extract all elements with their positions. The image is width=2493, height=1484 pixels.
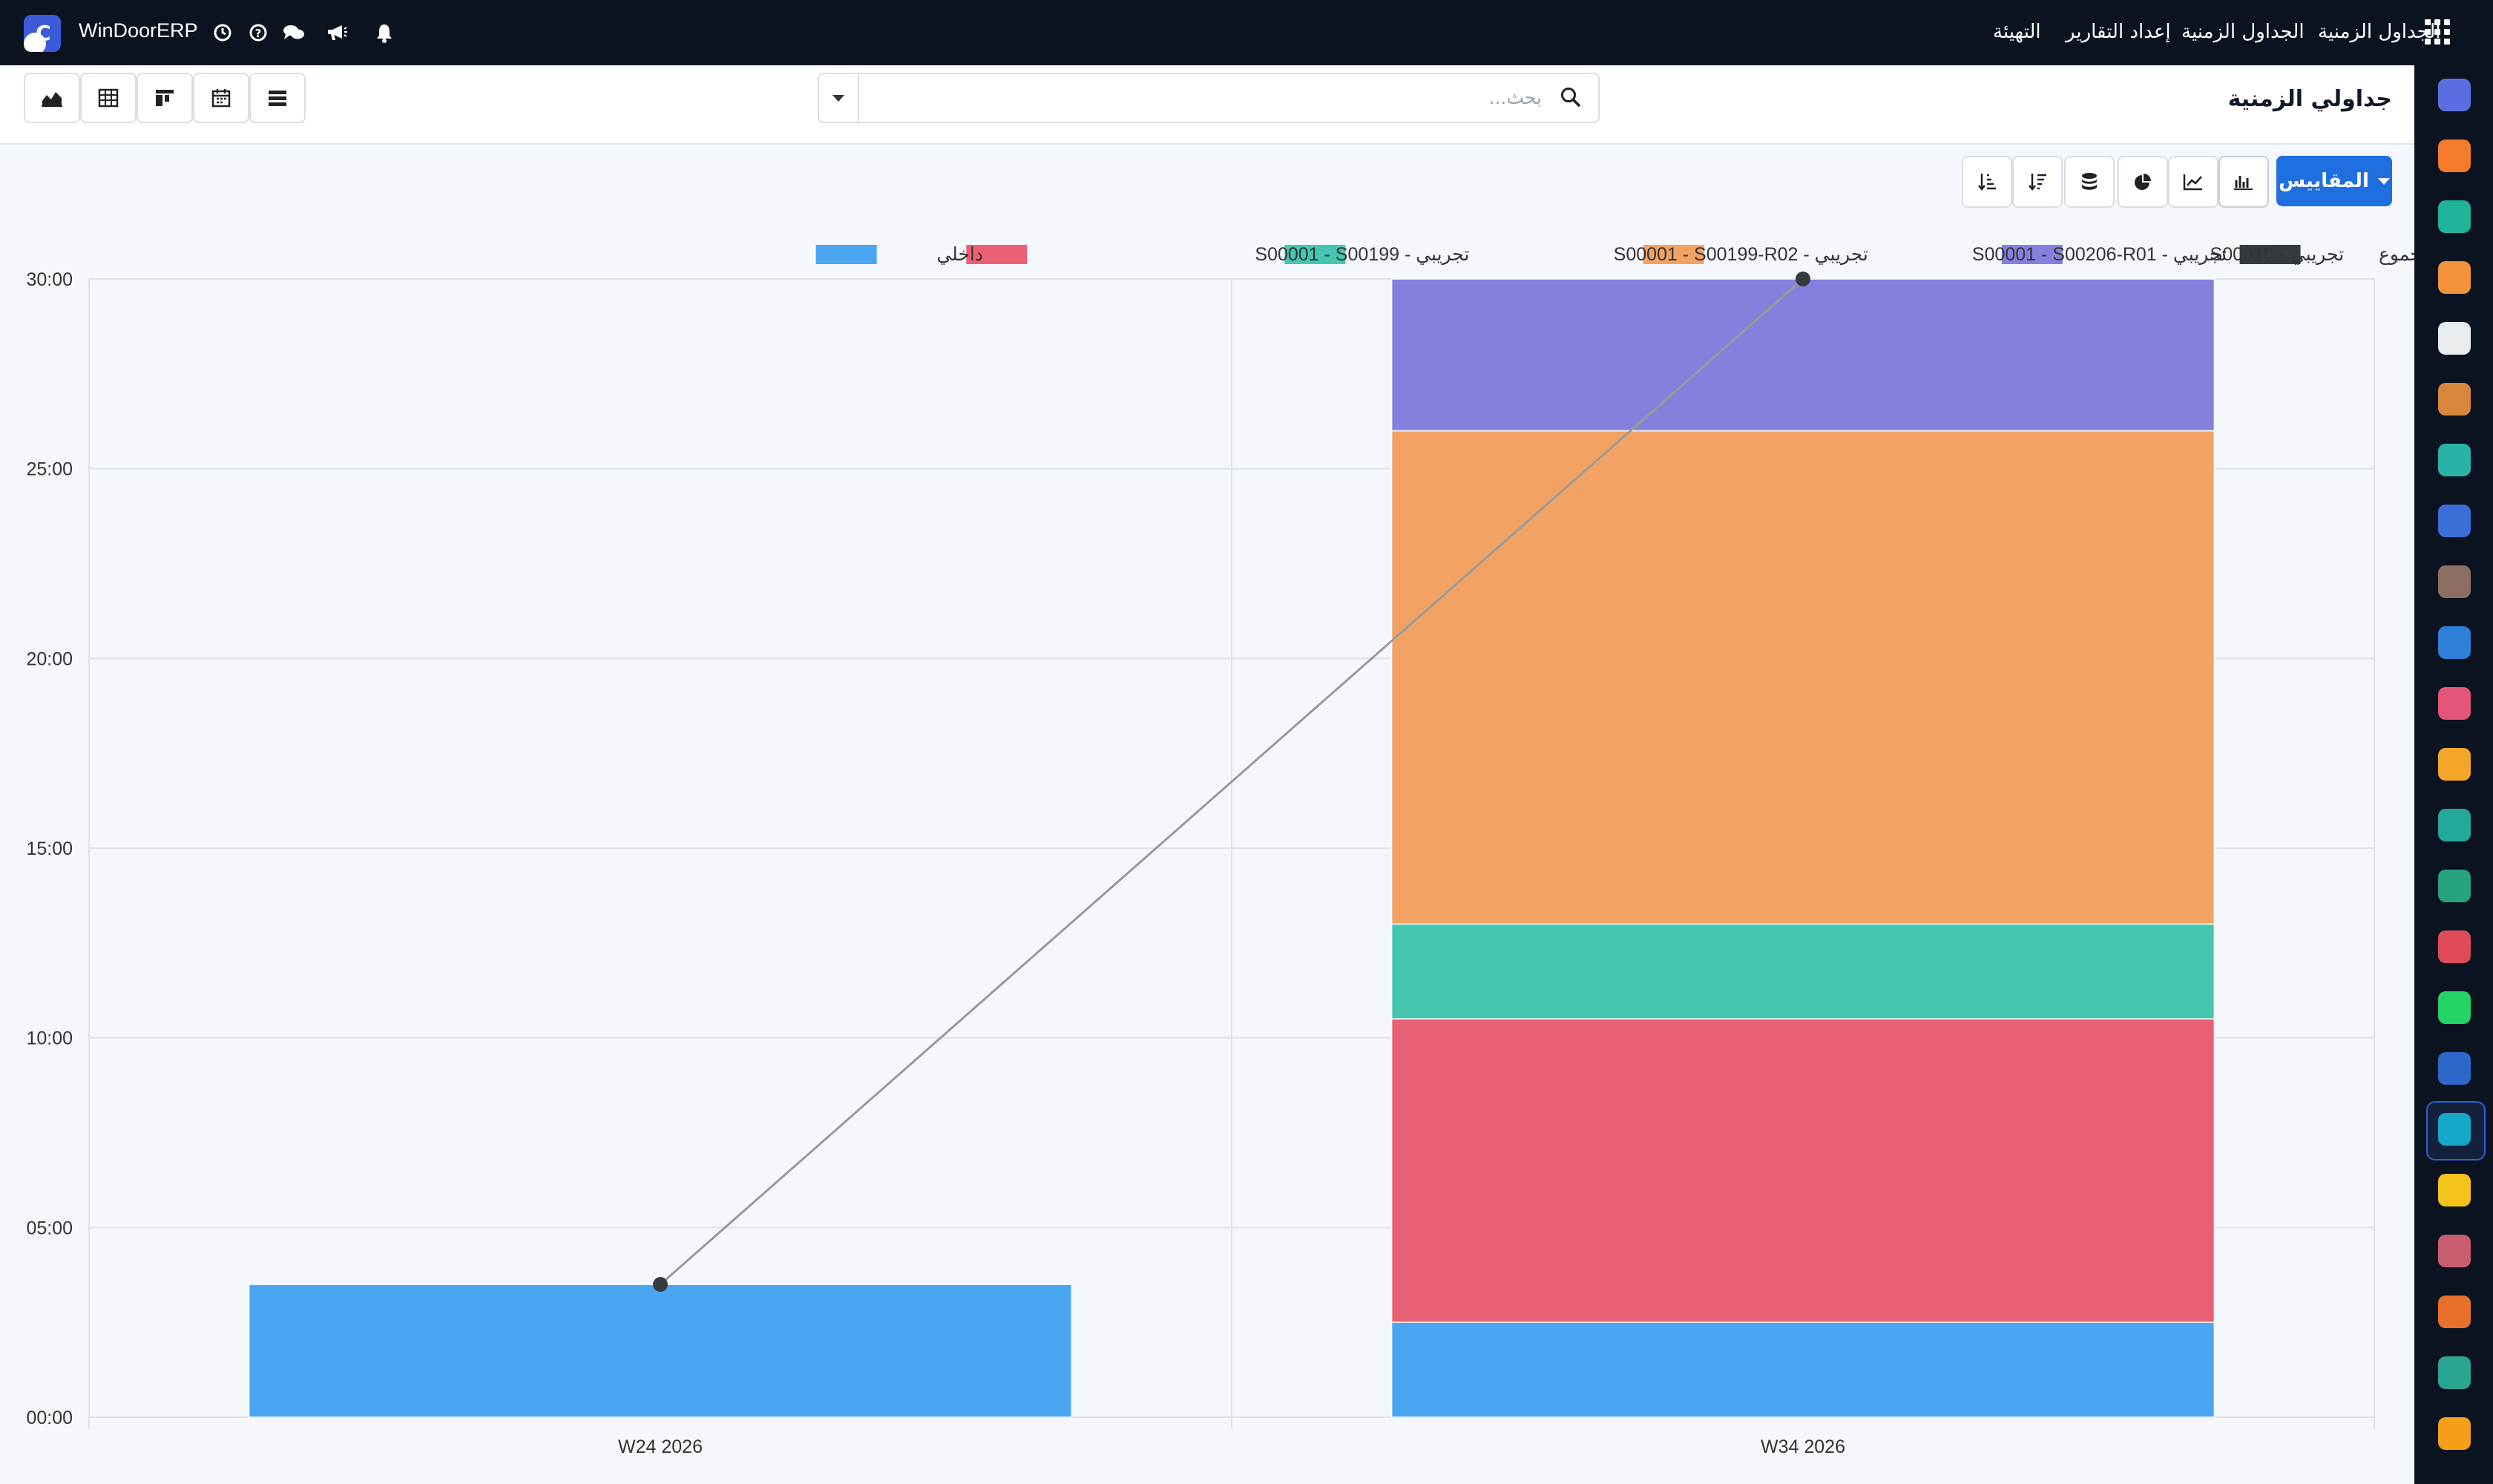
y-tick-label: 25:00	[26, 459, 73, 480]
inventory-app-icon[interactable]	[2438, 322, 2471, 355]
sort-descending-button[interactable]	[2012, 156, 2063, 208]
help-icon[interactable]: ?	[245, 18, 272, 47]
legend-label: المجموع	[2379, 244, 2414, 266]
todo-app-icon[interactable]	[2438, 444, 2471, 476]
bar-segment	[1390, 923, 2216, 1020]
chart-axis-ticks: 00:00 05:00 10:00 15:00 20:00 25:00 30:00 W24 2…	[26, 269, 1845, 1457]
mail-app-icon[interactable]	[2438, 79, 2471, 111]
search-icon[interactable]	[1560, 86, 1582, 108]
legend-label: تجريبي - S00001 - S00199	[1255, 244, 1469, 266]
bar-segment	[1390, 1018, 2216, 1323]
app-name-timesheets[interactable]: الجداول الزمنية	[2318, 21, 2441, 43]
sales-app-icon[interactable]	[2438, 261, 2471, 294]
bar-segment	[248, 1284, 1073, 1418]
search-input[interactable]: بحث...	[1488, 87, 1542, 108]
whatsapp-app-icon[interactable]	[2438, 991, 2471, 1024]
sign-app-icon[interactable]	[2438, 809, 2471, 841]
bell-icon[interactable]	[371, 18, 398, 47]
list-view-button[interactable]	[249, 73, 306, 123]
bar-chart-button[interactable]	[2218, 156, 2269, 208]
legend-swatch	[2239, 245, 2301, 264]
bar-segment	[1390, 1322, 2216, 1418]
chart-bars	[248, 278, 2216, 1418]
search-bar[interactable]: بحث...	[818, 73, 1600, 123]
legend-swatch	[966, 245, 1028, 264]
x-tick-label: W24 2026	[618, 1437, 703, 1457]
apps-grid-icon[interactable]	[2425, 19, 2450, 45]
measures-label: المقاييس	[2279, 170, 2369, 192]
menu-item-timesheets[interactable]: الجداول الزمنية	[2181, 21, 2305, 43]
calendar-app-icon[interactable]	[2438, 748, 2471, 781]
discuss-app-icon[interactable]	[2438, 139, 2471, 172]
app-switcher-rail	[2414, 65, 2493, 1484]
company-logo[interactable]: C	[24, 15, 61, 52]
total-line	[660, 278, 1804, 1286]
menu-item-reporting[interactable]: إعداد التقارير	[2066, 21, 2171, 43]
sort-ascending-button[interactable]	[1962, 156, 2012, 208]
legend-swatch	[1643, 245, 1704, 264]
legend-label: تجريبي - S00001 - S00199-R02	[1614, 244, 1868, 266]
y-tick-label: 10:00	[26, 1028, 73, 1049]
invoicing-app-icon[interactable]	[2438, 626, 2471, 659]
legend-swatch	[2001, 245, 2063, 264]
top-navbar: C WinDoorERP ? التهيئة إعداد التقارير ال…	[0, 0, 2493, 65]
telegram-app-icon[interactable]	[2438, 1174, 2471, 1206]
menu-item-configuration[interactable]: التهيئة	[1993, 21, 2041, 43]
purchase-app-icon[interactable]	[2438, 565, 2471, 598]
stacked-toggle-button[interactable]	[2064, 156, 2115, 208]
clock-icon[interactable]	[209, 18, 236, 47]
chat-icon[interactable]	[280, 18, 307, 47]
x-tick-label: W34 2026	[1761, 1437, 1845, 1457]
pivot-view-button[interactable]	[80, 73, 137, 123]
kanban-view-button[interactable]	[137, 73, 193, 123]
measures-dropdown[interactable]: المقاييس	[2276, 156, 2392, 206]
total-point	[1796, 272, 1810, 286]
employees-app-icon[interactable]	[2438, 687, 2471, 720]
contacts-app-icon[interactable]	[2438, 870, 2471, 902]
y-tick-label: 15:00	[26, 838, 73, 859]
megaphone-icon[interactable]	[323, 18, 350, 47]
payroll-app-icon[interactable]	[2438, 1235, 2471, 1267]
legend-swatch	[1284, 245, 1346, 264]
y-tick-label: 05:00	[26, 1218, 73, 1238]
timesheets-app-icon[interactable]	[2438, 1052, 2471, 1085]
y-tick-label: 20:00	[26, 649, 73, 669]
pie-chart-button[interactable]	[2118, 156, 2168, 208]
chart-total-line	[653, 272, 1810, 1293]
bar-segment	[1390, 430, 2216, 925]
y-tick-label: 30:00	[26, 269, 73, 290]
legend-label: داخلي	[936, 244, 983, 265]
legend-label: تجريبي - S00001 - S00206-R01	[1972, 244, 2227, 266]
caret-down-icon	[2377, 177, 2390, 185]
graph-view-button[interactable]	[24, 73, 80, 123]
y-tick-label: 00:00	[26, 1408, 73, 1428]
brand-name[interactable]: WinDoorERP	[79, 19, 198, 42]
search-filter-toggle[interactable]	[819, 74, 859, 122]
apps-store-icon[interactable]	[2438, 1356, 2471, 1389]
crm-app-icon[interactable]	[2438, 383, 2471, 416]
total-point	[653, 1277, 668, 1293]
dashboard-app-icon[interactable]	[2438, 930, 2471, 963]
bar-segment	[1390, 278, 2216, 432]
project-app-icon[interactable]	[2438, 200, 2471, 233]
calendar-view-button[interactable]	[193, 73, 249, 123]
line-chart-button[interactable]	[2168, 156, 2218, 208]
svg-text:?: ?	[255, 27, 262, 40]
settings-app-icon[interactable]	[2438, 1417, 2471, 1450]
legend-label: تجريبي - S00010	[2210, 244, 2345, 266]
page-title: جداولي الزمنية	[2227, 86, 2392, 112]
manufacturing-app-icon[interactable]	[2438, 1296, 2471, 1328]
knowledge-app-icon[interactable]	[2438, 505, 2471, 537]
website-app-icon[interactable]	[2438, 1113, 2471, 1146]
legend-swatch	[815, 245, 877, 264]
